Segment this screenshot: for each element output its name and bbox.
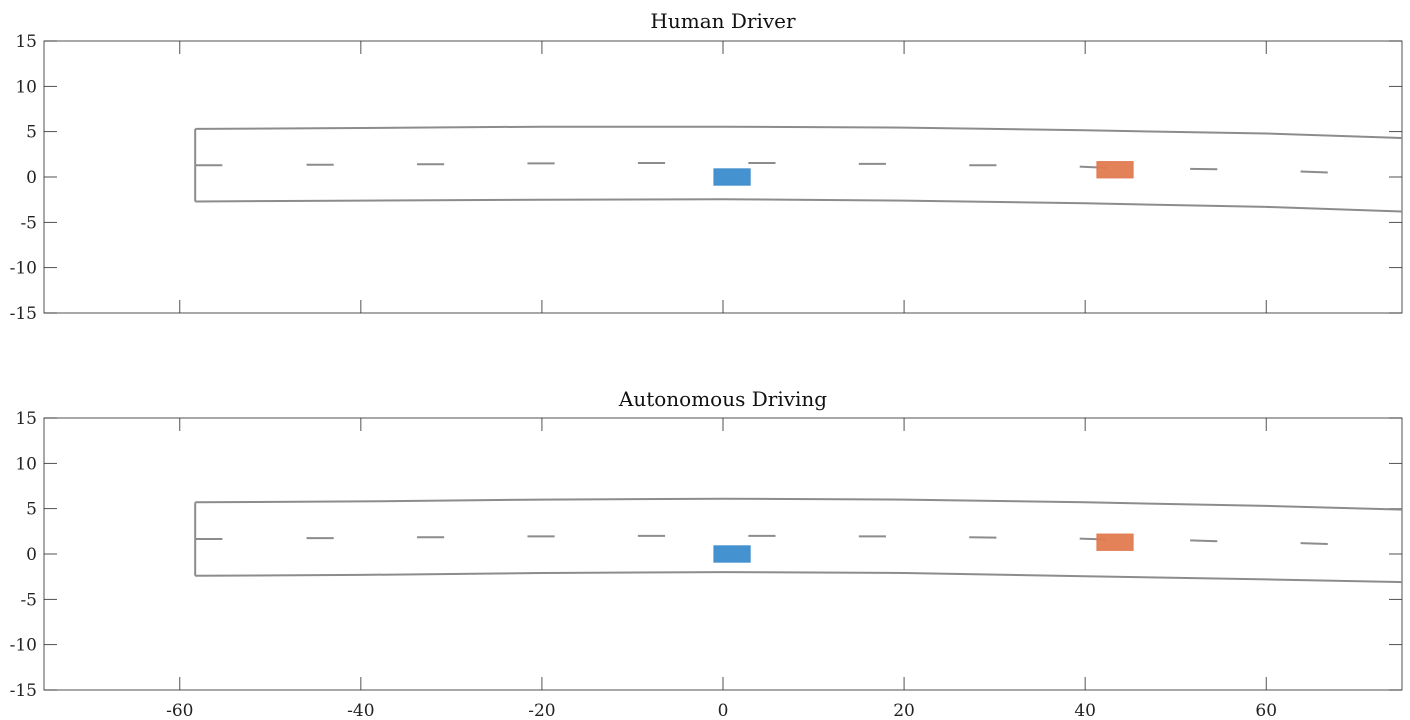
y-tick-label: 15 (15, 409, 37, 429)
vehicle-other (1096, 533, 1134, 551)
lane-dash (1300, 170, 1328, 174)
y-tick-label: 10 (15, 77, 37, 97)
panel-human-driver: Human Driver 15 10 5 0 -5 -10 -15 (10, 9, 1403, 324)
panel-title: Autonomous Driving (618, 387, 827, 411)
x-tick-label: 0 (718, 701, 729, 720)
y-tick-label: 5 (26, 123, 37, 143)
y-tick-label: -5 (20, 590, 37, 610)
y-tick-label: 5 (26, 500, 37, 520)
y-tick-label: -10 (10, 259, 37, 279)
y-tick-label: 15 (15, 32, 37, 52)
vehicle-ego (713, 168, 751, 186)
road-left-edge (195, 497, 1402, 511)
x-tick-label: 40 (1074, 701, 1096, 720)
lane-dash (1190, 539, 1218, 543)
road (194, 497, 1402, 584)
y-tick-label: 10 (15, 454, 37, 474)
vehicle-ego (713, 545, 751, 563)
x-tick-label: 20 (893, 701, 915, 720)
panel-title: Human Driver (650, 9, 796, 33)
road (194, 125, 1402, 213)
road-left-edge (195, 125, 1402, 139)
y-tick-label: -15 (10, 681, 37, 701)
x-tick-label: -40 (347, 701, 374, 720)
road-right-edge (195, 571, 1402, 584)
panel-autonomous-driving: Autonomous Driving 15 10 5 0 -5 -10 -15 -60 -40 -… (10, 387, 1403, 720)
lane-dash (1300, 542, 1328, 546)
y-tick-label: 0 (26, 168, 37, 188)
y-tick-label: -15 (10, 304, 37, 324)
x-tick-label: -20 (528, 701, 555, 720)
x-tick-label: 60 (1255, 701, 1277, 720)
road-right-edge (195, 198, 1402, 213)
y-tick-label: 0 (26, 545, 37, 565)
x-tick-label: -60 (166, 701, 193, 720)
y-tick-label: -10 (10, 636, 37, 656)
y-tick-label: -5 (20, 213, 37, 233)
vehicle-other (1096, 161, 1134, 179)
